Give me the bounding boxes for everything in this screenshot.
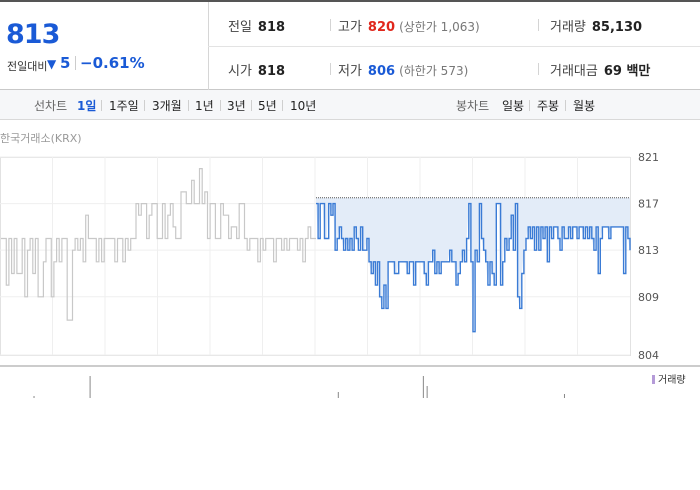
low-value: 806	[367, 64, 396, 79]
amount-value: 69 백만	[603, 64, 651, 79]
tab-1year[interactable]: 1년	[195, 99, 214, 113]
prev-close-label: 전일	[228, 20, 252, 35]
high-label: 고가	[338, 20, 362, 35]
change-value: 5	[60, 54, 71, 72]
high-value: 820	[367, 20, 396, 35]
low-label: 저가	[338, 64, 362, 79]
data-source: 한국거래소(KRX)	[0, 132, 82, 145]
series-previous-line	[1, 168, 316, 321]
tab-divider	[188, 100, 189, 111]
divider	[538, 19, 539, 31]
volume-legend-label: 거래량	[658, 375, 686, 386]
divider	[330, 63, 331, 75]
tab-divider	[101, 100, 102, 111]
tab-daily-candle[interactable]: 일봉	[502, 99, 525, 113]
tab-divider	[220, 100, 221, 111]
upper-limit: (상한가 1,063)	[399, 20, 480, 34]
open: 시가 818	[228, 60, 285, 79]
prev-close-value: 818	[257, 20, 286, 35]
tab-divider	[144, 100, 145, 111]
tab-weekly-candle[interactable]: 주봉	[537, 99, 560, 113]
tab-10year[interactable]: 10년	[290, 99, 317, 113]
volume-legend: 거래량	[652, 371, 686, 386]
tab-3month[interactable]: 3개월	[152, 99, 182, 113]
quote-summary: 813 전일대비 ▼ 5 −0.61% 전일 818 고가 820 (상한가 1,06…	[0, 0, 700, 90]
tab-monthly-candle[interactable]: 월봉	[573, 99, 596, 113]
y-tick-label: 817	[638, 198, 659, 211]
open-label: 시가	[228, 64, 252, 79]
current-price-box: 813 전일대비 ▼ 5 −0.61%	[0, 2, 209, 90]
y-tick-label: 821	[638, 151, 659, 164]
tab-divider	[251, 100, 252, 111]
volume-value: 85,130	[591, 20, 643, 35]
current-price: 813	[6, 19, 60, 50]
volume-label: 거래량	[550, 20, 586, 35]
summary-divider	[208, 46, 700, 47]
tab-1day[interactable]: 1일	[77, 99, 97, 113]
candle-chart-label: 봉차트	[456, 99, 490, 113]
volume-legend-swatch	[652, 375, 655, 384]
line-chart-label: 선차트	[34, 99, 68, 113]
y-tick-label: 804	[638, 349, 659, 362]
volume: 거래량 85,130	[550, 16, 642, 35]
change-percent: −0.61%	[80, 54, 145, 72]
tab-divider	[565, 100, 566, 111]
tab-1week[interactable]: 1주일	[109, 99, 139, 113]
divider	[538, 63, 539, 75]
divider	[330, 19, 331, 31]
day-high: 고가 820 (상한가 1,063)	[338, 16, 480, 35]
chart-period-tabs: 선차트 1일 1주일 3개월 1년 3년 5년 10년 봉차트 일봉 주봉 월봉	[0, 90, 700, 120]
series-today-line	[316, 202, 631, 333]
y-tick-label: 813	[638, 244, 659, 257]
tab-3year[interactable]: 3년	[227, 99, 246, 113]
amount-label: 거래대금	[550, 64, 598, 79]
day-low: 저가 806 (하한가 573)	[338, 60, 468, 79]
y-tick-label: 809	[638, 291, 659, 304]
change-label: 전일대비	[7, 60, 48, 73]
down-arrow-icon: ▼	[47, 57, 57, 71]
change-divider	[75, 56, 76, 70]
trade-amount: 거래대금 69 백만	[550, 60, 650, 79]
tab-divider	[282, 100, 283, 111]
prev-close: 전일 818	[228, 16, 285, 35]
tab-5year[interactable]: 5년	[258, 99, 277, 113]
lower-limit: (하한가 573)	[399, 64, 469, 78]
open-value: 818	[257, 64, 286, 79]
tab-divider	[529, 100, 530, 111]
